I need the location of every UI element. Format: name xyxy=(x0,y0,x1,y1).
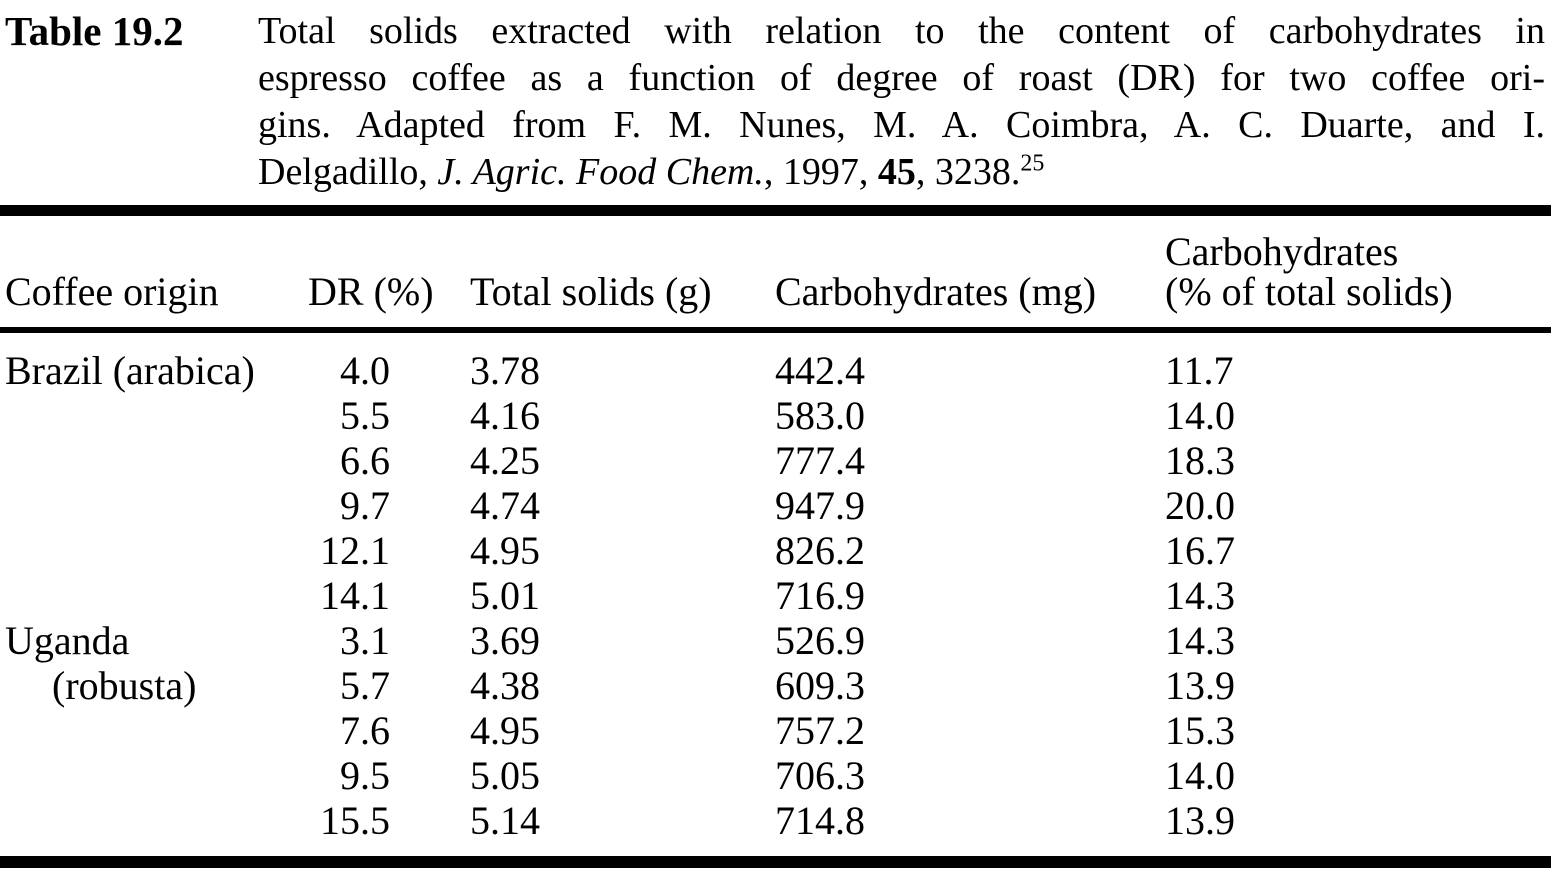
caption-line-1: Total solids extracted with relation to … xyxy=(258,10,1545,52)
cell-total-solids: 3.69 xyxy=(470,618,540,663)
cell-total-solids: 4.95 xyxy=(470,528,540,573)
cell-dr: 9.5 xyxy=(340,753,390,798)
cell-origin xyxy=(0,438,308,483)
cell-carbohydrates-percent: 14.0 xyxy=(1165,393,1235,438)
cell-carbohydrates-mg: 583.0 xyxy=(775,393,865,438)
table-row: 7.6 4.95 757.2 15.3 xyxy=(0,708,1551,753)
caption-citation-mid: , 1997, xyxy=(763,151,878,193)
table-row: 9.7 4.74 947.9 20.0 xyxy=(0,483,1551,528)
cell-origin xyxy=(0,798,308,856)
table-caption: Table 19.2 Total solids extracted with r… xyxy=(0,0,1551,196)
table-row: 14.1 5.01 716.9 14.3 xyxy=(0,573,1551,618)
cell-origin: Brazil (arabica) xyxy=(5,348,255,393)
bottom-rule xyxy=(0,856,1551,868)
caption-line-3: gins. Adapted from F. M. Nunes, M. A. Co… xyxy=(258,104,1545,146)
cell-dr: 15.5 xyxy=(320,798,390,843)
cell-total-solids: 5.14 xyxy=(470,798,540,843)
cell-carbohydrates-mg: 757.2 xyxy=(775,708,865,753)
cell-origin xyxy=(0,708,308,753)
column-header-dr-percent: DR (%) xyxy=(308,216,434,333)
caption-citation-prefix: Delgadillo, xyxy=(258,151,438,193)
column-header-carbohydrates-percent-line-2: (% of total solids) xyxy=(1165,269,1453,314)
table-row: 5.5 4.16 583.0 14.0 xyxy=(0,393,1551,438)
cell-total-solids: 5.05 xyxy=(470,753,540,798)
cell-dr: 9.7 xyxy=(340,483,390,528)
table-row: Brazil (arabica) 4.0 3.78 442.4 11.7 xyxy=(0,330,1551,393)
cell-origin: Uganda xyxy=(5,618,130,663)
cell-carbohydrates-percent: 13.9 xyxy=(1165,798,1235,843)
cell-dr: 6.6 xyxy=(340,438,390,483)
cell-origin: (robusta) xyxy=(52,663,197,708)
cell-total-solids: 3.78 xyxy=(470,348,540,393)
cell-carbohydrates-percent: 14.3 xyxy=(1165,573,1235,618)
top-rule xyxy=(0,205,1551,216)
caption-citation-suffix: , 3238. xyxy=(915,151,1021,193)
cell-total-solids: 4.38 xyxy=(470,663,540,708)
column-header-coffee-origin: Coffee origin xyxy=(0,216,308,333)
caption-line-2: espresso coffee as a function of degree … xyxy=(258,57,1545,99)
table-row: Uganda 3.1 3.69 526.9 14.3 xyxy=(0,618,1551,663)
data-table: Coffee origin DR (%) Total solids (g) Ca… xyxy=(0,216,1551,856)
cell-origin xyxy=(0,483,308,528)
header-row: Coffee origin DR (%) Total solids (g) Ca… xyxy=(0,216,1551,333)
cell-carbohydrates-mg: 947.9 xyxy=(775,483,865,528)
table-row: (robusta) 5.7 4.38 609.3 13.9 xyxy=(0,663,1551,708)
caption-line-4: Delgadillo, J. Agric. Food Chem., 1997, … xyxy=(258,149,1545,196)
cell-carbohydrates-percent: 11.7 xyxy=(1165,348,1234,393)
cell-carbohydrates-percent: 13.9 xyxy=(1165,663,1235,708)
cell-carbohydrates-percent: 20.0 xyxy=(1165,483,1235,528)
cell-carbohydrates-mg: 777.4 xyxy=(775,438,865,483)
cell-carbohydrates-percent: 18.3 xyxy=(1165,438,1235,483)
column-header-carbohydrates-mg: Carbohydrates (mg) xyxy=(775,216,1165,333)
column-header-carbohydrates-percent: Carbohydrates (% of total solids) xyxy=(1165,216,1551,333)
table-number-label: Table 19.2 xyxy=(5,8,184,54)
cell-carbohydrates-percent: 14.3 xyxy=(1165,618,1235,663)
table-row: 9.5 5.05 706.3 14.0 xyxy=(0,753,1551,798)
cell-carbohydrates-mg: 609.3 xyxy=(775,663,865,708)
cell-origin xyxy=(0,573,308,618)
table-caption-text: Total solids extracted with relation to … xyxy=(258,8,1545,196)
column-header-total-solids: Total solids (g) xyxy=(425,216,775,333)
table-row: 15.5 5.14 714.8 13.9 xyxy=(0,798,1551,856)
cell-dr: 12.1 xyxy=(320,528,390,573)
cell-total-solids: 4.16 xyxy=(470,393,540,438)
cell-total-solids: 5.01 xyxy=(470,573,540,618)
cell-dr: 5.5 xyxy=(340,393,390,438)
cell-carbohydrates-mg: 714.8 xyxy=(775,798,865,843)
cell-dr: 7.6 xyxy=(340,708,390,753)
cell-carbohydrates-percent: 15.3 xyxy=(1165,708,1235,753)
cell-dr: 5.7 xyxy=(340,663,390,708)
cell-carbohydrates-mg: 706.3 xyxy=(775,753,865,798)
cell-carbohydrates-percent: 14.0 xyxy=(1165,753,1235,798)
cell-origin xyxy=(0,528,308,573)
column-header-carbohydrates-percent-line-1: Carbohydrates xyxy=(1165,229,1399,274)
table-row: 6.6 4.25 777.4 18.3 xyxy=(0,438,1551,483)
cell-carbohydrates-mg: 716.9 xyxy=(775,573,865,618)
cell-total-solids: 4.95 xyxy=(470,708,540,753)
cell-carbohydrates-mg: 442.4 xyxy=(775,348,865,393)
cell-dr: 3.1 xyxy=(340,618,390,663)
volume-number: 45 xyxy=(877,151,916,193)
cell-total-solids: 4.25 xyxy=(470,438,540,483)
journal-title: J. Agric. Food Chem. xyxy=(437,151,764,193)
cell-total-solids: 4.74 xyxy=(470,483,540,528)
cell-carbohydrates-mg: 526.9 xyxy=(775,618,865,663)
cell-carbohydrates-mg: 826.2 xyxy=(775,528,865,573)
cell-origin xyxy=(0,393,308,438)
cell-carbohydrates-percent: 16.7 xyxy=(1165,528,1235,573)
table-row: 12.1 4.95 826.2 16.7 xyxy=(0,528,1551,573)
cell-origin xyxy=(0,753,308,798)
cell-dr: 4.0 xyxy=(340,348,390,393)
cell-dr: 14.1 xyxy=(320,573,390,618)
footnote-reference: 25 xyxy=(1020,150,1045,177)
